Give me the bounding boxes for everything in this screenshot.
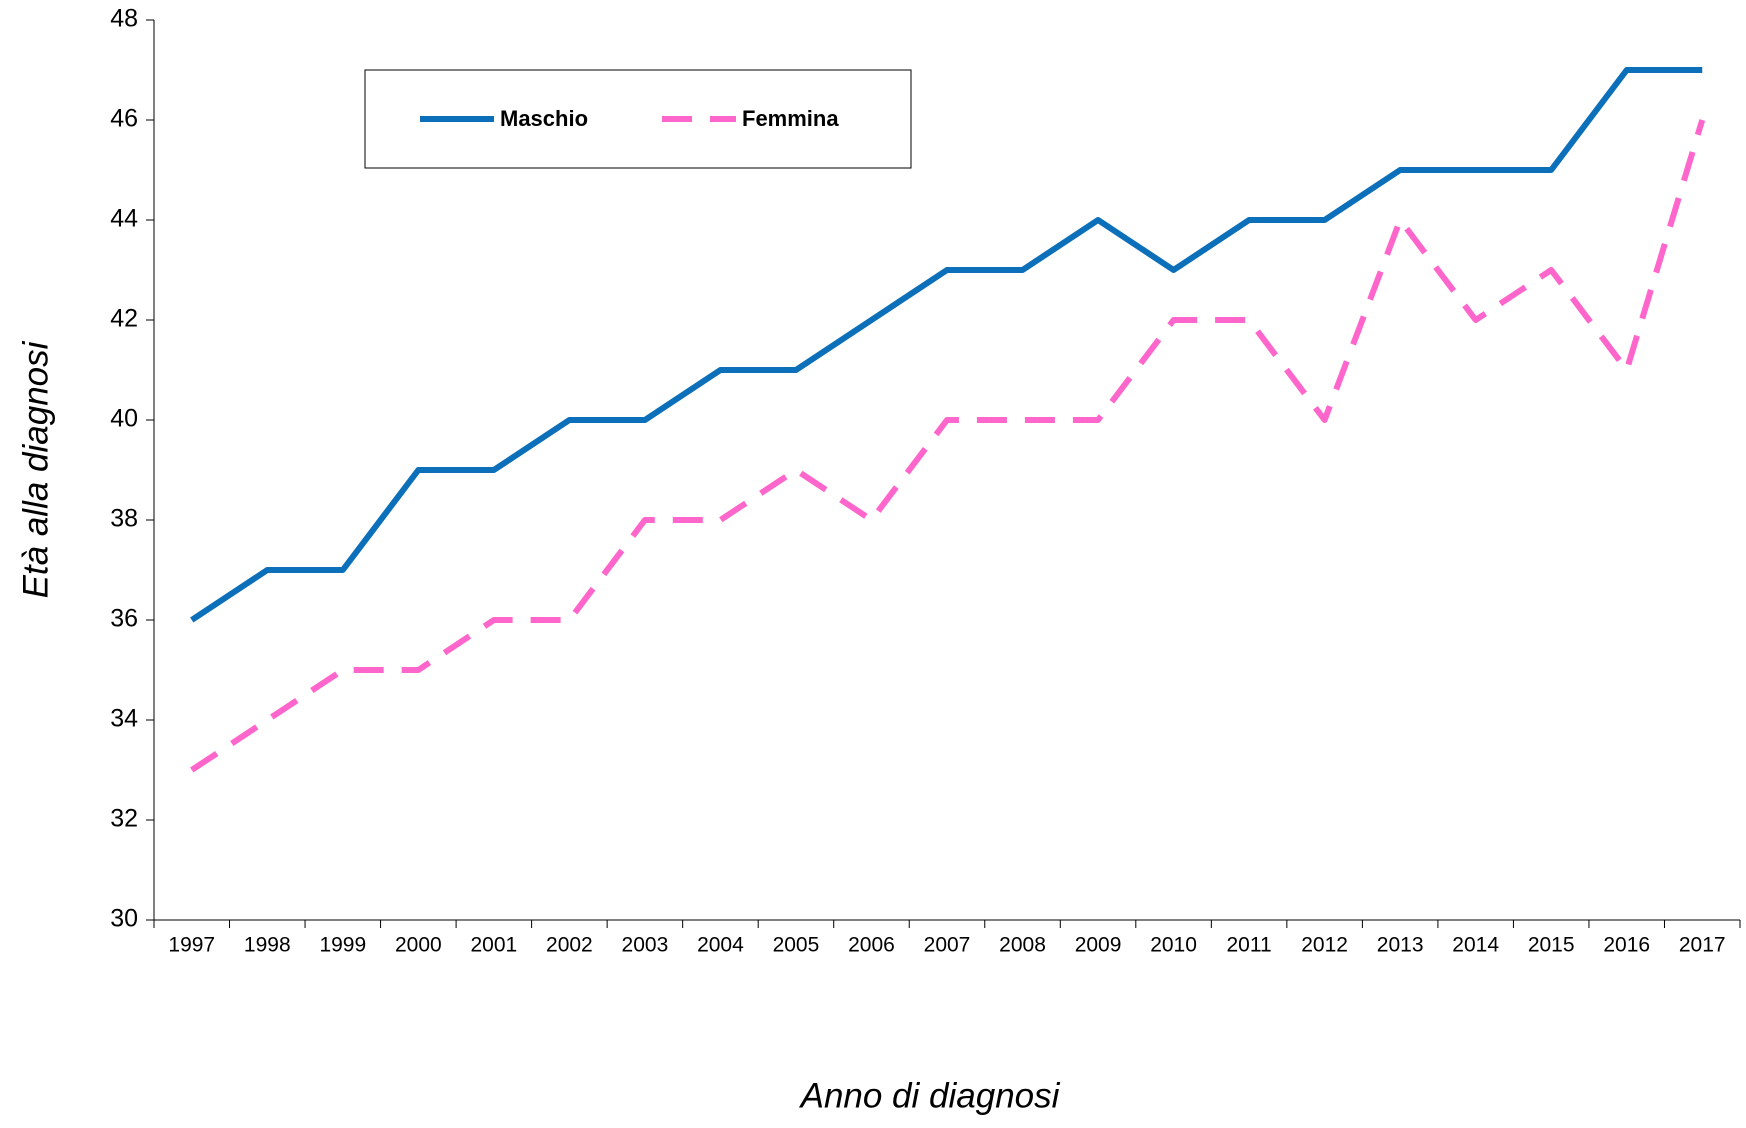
legend-label: Maschio — [500, 106, 588, 131]
series-line — [190, 67, 1703, 623]
y-tick-label: 44 — [110, 205, 138, 233]
x-tick-label: 2010 — [1150, 934, 1197, 957]
x-tick-label: 1999 — [319, 934, 366, 957]
y-tick-label: 30 — [110, 905, 138, 933]
x-tick-label: 2013 — [1377, 934, 1424, 957]
x-axis-title: Anno di diagnosi — [799, 1076, 1061, 1115]
x-tick-label: 2006 — [848, 934, 895, 957]
x-tick-label: 2004 — [697, 934, 744, 957]
y-tick-label: 46 — [110, 105, 138, 133]
y-tick-label: 38 — [110, 505, 138, 533]
y-tick-label: 42 — [110, 305, 138, 333]
x-tick-label: 2000 — [395, 934, 442, 957]
y-tick-label: 48 — [110, 5, 138, 33]
x-tick-label: 2005 — [773, 934, 820, 957]
x-tick-label: 2012 — [1301, 934, 1348, 957]
x-tick-label: 2001 — [470, 934, 517, 957]
x-tick-label: 2016 — [1603, 934, 1650, 957]
y-tick-label: 36 — [110, 605, 138, 633]
x-tick-label: 2008 — [999, 934, 1046, 957]
x-tick-label: 1998 — [244, 934, 291, 957]
x-tick-label: 2015 — [1528, 934, 1575, 957]
x-tick-label: 2009 — [1075, 934, 1122, 957]
x-tick-label: 2003 — [622, 934, 669, 957]
y-axis-title: Età alla diagnosi — [16, 340, 55, 598]
x-tick-label: 1997 — [168, 934, 215, 957]
series-line — [190, 119, 1706, 773]
legend-label: Femmina — [742, 106, 839, 131]
y-tick-label: 40 — [110, 405, 138, 433]
x-tick-label: 2011 — [1227, 934, 1272, 957]
x-tick-label: 2014 — [1452, 934, 1499, 957]
x-tick-label: 2017 — [1679, 934, 1726, 957]
y-tick-label: 34 — [110, 705, 138, 733]
x-tick-label: 2007 — [924, 934, 971, 957]
x-tick-label: 2002 — [546, 934, 593, 957]
y-tick-label: 32 — [110, 805, 138, 833]
